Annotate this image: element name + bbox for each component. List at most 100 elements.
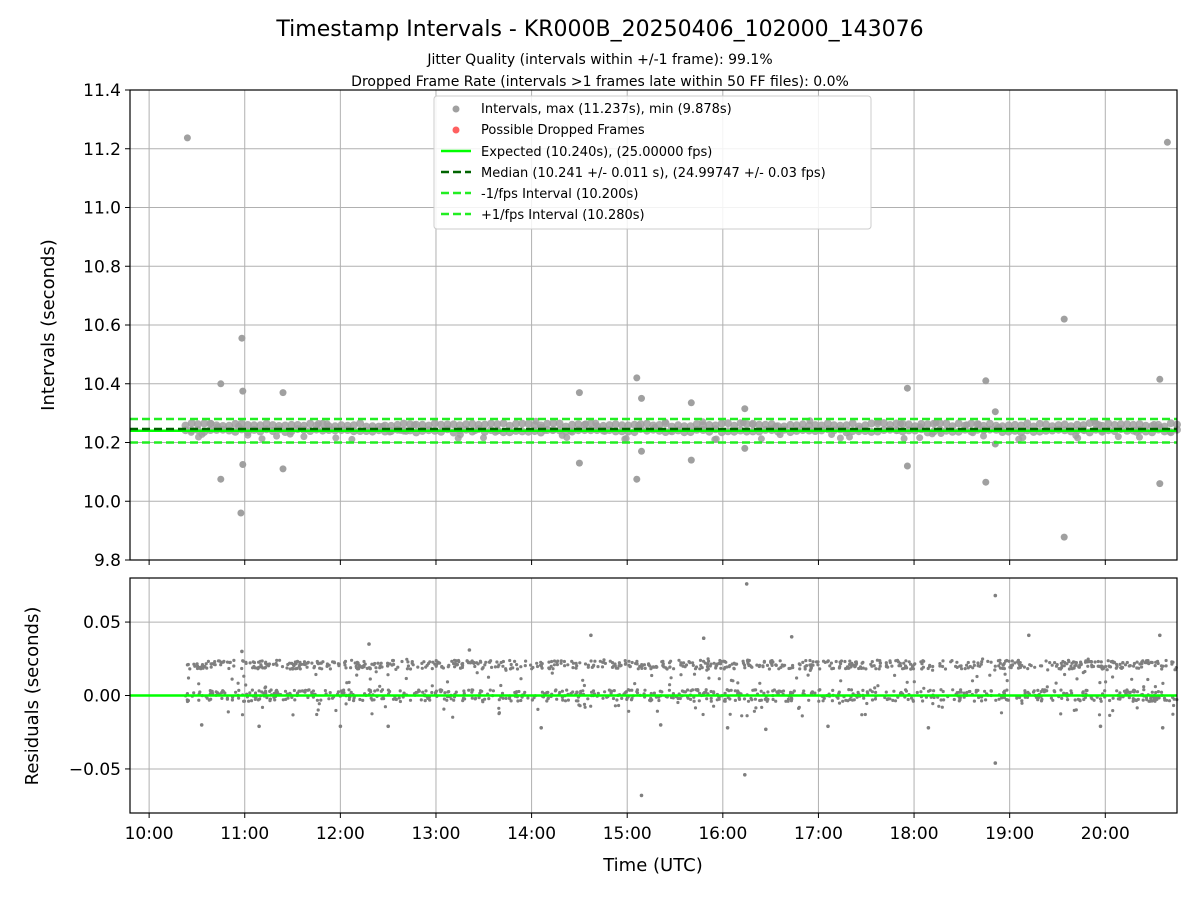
residual-point [1132,661,1136,666]
residual-point [1141,659,1145,663]
residual-point [535,661,539,665]
residual-point [372,698,376,702]
interval-point [642,419,651,428]
residual-point [477,696,481,700]
legend-label-intervals: Intervals, max (11.237s), min (9.878s) [481,102,732,117]
residual-point [516,699,520,703]
residual-point [267,662,271,667]
residual-point [849,688,854,692]
residual-point [853,665,857,669]
residual-point [612,664,616,668]
residual-point [806,673,810,677]
residual-point [1062,691,1066,695]
interval-point [635,421,643,429]
interval-point [258,435,266,443]
residual-point [762,660,766,664]
residual-point [931,664,935,669]
residual-point [980,699,984,703]
residual-point [1106,659,1110,663]
residual-point [1061,659,1065,664]
residual-point [693,706,698,710]
residual-point [1084,659,1088,663]
residual-point [519,677,523,681]
intervals-y-tick-label: 10.0 [83,492,121,512]
residual-point [850,663,855,667]
chart-subtitle-dropped: Dropped Frame Rate (intervals >1 frames … [351,74,849,90]
residual-point [376,661,380,665]
residual-point [523,690,527,695]
residual-point [928,663,932,668]
residual-point [960,667,964,671]
residual-point [790,697,794,701]
residual-point [1005,698,1010,702]
interval-point [904,420,913,429]
residual-point [1070,661,1074,665]
residual-point [722,659,726,663]
interval-point [1023,419,1032,428]
residual-point [430,667,434,671]
residuals-y-ticks: −0.05 0.00 0.05 [69,613,130,780]
residual-point [986,659,990,664]
residual-point [1150,699,1154,703]
residual-point [361,698,365,703]
residual-point [434,664,438,668]
residual-point [478,691,482,696]
residual-point [672,667,676,671]
residual-point [1023,689,1027,693]
residual-point [1036,688,1040,693]
residual-point [989,689,994,693]
residual-outlier-point [993,593,998,598]
residual-point [750,698,754,702]
residual-point [686,688,690,692]
residual-point [310,661,314,665]
residual-point [472,661,476,666]
residual-point [237,696,241,700]
residual-point [872,664,876,668]
residual-point [620,696,624,701]
residual-point [951,688,955,692]
residual-point [586,697,590,701]
residual-point [848,662,852,667]
residual-point [891,698,895,703]
residual-point [949,660,953,664]
residual-point [1049,696,1053,700]
residual-point [495,660,499,664]
residual-point [298,667,302,671]
residual-point [715,698,719,702]
residual-point [589,659,593,663]
residual-point [515,663,519,667]
residual-point [801,660,805,665]
interval-point [455,421,464,430]
residual-point [664,666,668,670]
interval-point [462,420,471,429]
residual-point [501,664,505,668]
residual-point [1054,681,1058,685]
residual-point [958,698,962,702]
residual-point [810,690,814,694]
residual-point [1128,690,1132,695]
residual-point [897,664,901,668]
residual-point [248,661,252,665]
residual-point [888,660,892,665]
residual-point [781,664,786,668]
interval-point [323,420,331,428]
residual-point [526,696,530,700]
residual-outlier-point [1098,724,1103,729]
residual-point [222,659,226,664]
residual-point [1150,690,1154,694]
residual-point [560,689,565,693]
residual-point [547,660,551,664]
residual-point [1005,679,1009,683]
residual-outlier-point [743,773,747,777]
residual-point [1045,689,1049,693]
residual-point [1101,665,1105,669]
residual-point [372,663,376,667]
residual-point [247,699,251,703]
interval-point [624,421,633,430]
residual-point [491,689,495,693]
residual-point [488,688,492,692]
residual-point [509,662,513,667]
residual-point [830,699,835,703]
residual-point [552,659,557,663]
residual-point [919,660,923,664]
